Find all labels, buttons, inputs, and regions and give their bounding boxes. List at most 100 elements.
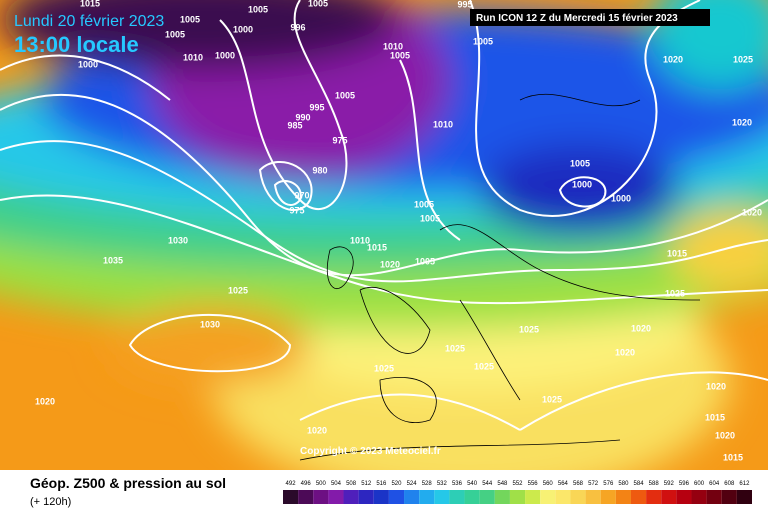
- isobar-label: 1005: [335, 90, 355, 100]
- legend-label: 608: [724, 481, 735, 487]
- isobar-label: 1005: [420, 213, 440, 223]
- isobar-label: 1025: [665, 288, 685, 298]
- legend-label: 560: [543, 481, 554, 487]
- legend-label: 596: [679, 481, 690, 487]
- isobar-label: 1020: [380, 259, 400, 269]
- legend-swatch: [615, 490, 631, 504]
- legend-swatch: [585, 490, 601, 504]
- legend-label: 520: [391, 481, 402, 487]
- isobar-label: 1025: [228, 285, 248, 295]
- isobars: [0, 0, 768, 431]
- isobar-label: 1015: [80, 0, 100, 8]
- legend-label: 552: [512, 481, 523, 487]
- color-legend: 492 496 500 504 508 512 516 520 524 528 532 536 540 5…: [283, 481, 752, 504]
- legend-label: 612: [739, 481, 750, 487]
- isobar-label: 1005: [473, 36, 493, 46]
- map-field: 1015 1005 1005 1000 1005 1005 996 995 1005 1000 10…: [0, 0, 768, 470]
- isobar-label: 1025: [445, 343, 465, 353]
- isobar-label: 1005: [165, 29, 185, 39]
- isobar-label: 1000: [233, 24, 253, 34]
- legend-swatch: [509, 490, 526, 504]
- legend-label: 508: [346, 481, 357, 487]
- isobar-label: 1015: [667, 248, 687, 258]
- legend-label: 576: [603, 481, 614, 487]
- legend-swatch: [570, 490, 586, 504]
- isobar-label: 1005: [414, 199, 434, 209]
- legend-label: 600: [694, 481, 705, 487]
- legend-label: 524: [407, 481, 418, 487]
- legend-label: 504: [331, 481, 342, 487]
- legend-label: 544: [482, 481, 493, 487]
- legend-swatch: [646, 490, 662, 504]
- isobar-label: 1000: [611, 193, 631, 203]
- legend-label: 604: [709, 481, 720, 487]
- legend-swatch: [555, 490, 571, 504]
- legend-swatch: [343, 490, 359, 504]
- legend-label: 500: [316, 481, 327, 487]
- footer-title: Géop. Z500 & pression au sol: [30, 475, 226, 491]
- isobar-label: 990: [295, 112, 310, 122]
- legend-label: 580: [618, 481, 629, 487]
- legend-swatch: [706, 490, 722, 504]
- isobar-label: 1025: [733, 54, 753, 64]
- isobar-label: 1000: [572, 179, 592, 189]
- isobar-label: 1015: [705, 412, 725, 422]
- isobar-label: 1005: [415, 256, 435, 266]
- map-date: Lundi 20 février 2023: [14, 13, 164, 30]
- legend-swatch: [449, 490, 465, 504]
- isobar-label: 1020: [663, 54, 683, 64]
- legend-swatch: [676, 490, 692, 504]
- isobar-label: 985: [287, 120, 302, 130]
- legend-label: 572: [588, 481, 599, 487]
- isobar-label: 1020: [631, 323, 651, 333]
- legend-label: 532: [437, 481, 448, 487]
- isobar-labels: 1015 1005 1005 1000 1005 1005 996 995 1005 1000 10…: [35, 0, 762, 462]
- legend-swatch: [494, 490, 510, 504]
- isobar-label: 1025: [519, 324, 539, 334]
- legend-swatch: [434, 490, 450, 504]
- legend-swatch: [736, 490, 752, 504]
- legend-swatch: [630, 490, 647, 504]
- legend-label: 588: [649, 481, 660, 487]
- legend-swatch: [525, 490, 541, 504]
- isobar-label: 1025: [542, 394, 562, 404]
- copyright: Copyright © 2023 Meteociel.fr: [300, 446, 441, 457]
- isobar-label: 1030: [168, 235, 188, 245]
- isobar-label: 1005: [248, 4, 268, 14]
- isobar-label: 1010: [183, 52, 203, 62]
- legend-swatch: [540, 490, 556, 504]
- legend-label: 568: [573, 481, 584, 487]
- legend-label: 564: [558, 481, 569, 487]
- legend-label: 496: [301, 481, 312, 487]
- isobar-label: 995: [309, 102, 324, 112]
- isobar-label: 980: [312, 165, 327, 175]
- legend-swatch: [328, 490, 344, 504]
- isobar-label: 1000: [215, 50, 235, 60]
- legend-label: 548: [497, 481, 508, 487]
- isobar-label: 970: [294, 190, 309, 200]
- isobar-label: 1020: [615, 347, 635, 357]
- isobar-label: 1020: [35, 396, 55, 406]
- legend-swatch: [419, 490, 435, 504]
- isobar-label: 1010: [433, 119, 453, 129]
- isobar-label: 1020: [706, 381, 726, 391]
- legend-label: 584: [634, 481, 645, 487]
- isobar-label: 1010: [350, 235, 370, 245]
- isobar-label: 1020: [307, 425, 327, 435]
- isobar-label: 1015: [723, 452, 743, 462]
- isobar-label: 1010: [383, 41, 403, 51]
- legend-swatch: [661, 490, 677, 504]
- legend-swatch: [373, 490, 389, 504]
- legend-swatch: [691, 490, 707, 504]
- legend-label: 516: [376, 481, 387, 487]
- legend-label: 556: [528, 481, 539, 487]
- legend-swatch: [358, 490, 374, 504]
- isobar-label: 1000: [78, 59, 98, 69]
- legend-label: 512: [361, 481, 372, 487]
- legend-swatch: [388, 490, 405, 504]
- isobar-label: 1030: [200, 319, 220, 329]
- isobar-label: 1005: [180, 14, 200, 24]
- legend-label: 540: [467, 481, 478, 487]
- isobar-label: 1005: [570, 158, 590, 168]
- legend-label: 492: [286, 481, 297, 487]
